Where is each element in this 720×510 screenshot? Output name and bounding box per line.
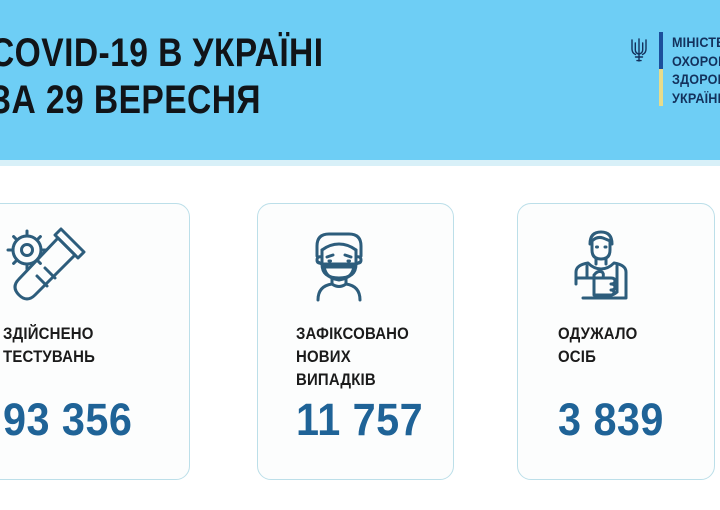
logo-text: МІНІСТЕ ОХОРОН ЗДОРОВ УКРАЇНИ (672, 32, 720, 107)
stat-card-label-line-1: ОДУЖАЛО (558, 324, 638, 343)
person-thumbs-up-icon (558, 226, 644, 306)
header-bottom-strip (0, 160, 720, 166)
person-face-mask-icon (296, 226, 382, 306)
stat-card-list: ЗДІЙСНЕНО ТЕСТУВАНЬ 93 356 (0, 203, 720, 480)
stat-card-label-line-2: ОСІБ (558, 347, 597, 366)
stat-card-recovered: ОДУЖАЛО ОСІБ 3 839 (517, 203, 715, 480)
logo-text-line-4: УКРАЇНИ (672, 89, 720, 106)
logo-text-line-1: МІНІСТЕ (672, 34, 720, 50)
stat-card-label-line-2: НОВИХ (296, 347, 351, 366)
stat-card-tests: ЗДІЙСНЕНО ТЕСТУВАНЬ 93 356 (0, 203, 190, 480)
stat-card-label-line-1: ЗДІЙСНЕНО (3, 324, 94, 343)
title-line-1: COVID-19 В УКРАЇНІ (0, 31, 324, 75)
stat-card-new-cases: ЗАФІКСОВАНО НОВИХ ВИПАДКІВ 11 757 (257, 203, 454, 480)
stat-card-value: 11 757 (296, 394, 424, 445)
logo-divider (659, 32, 663, 106)
stat-card-value: 3 839 (558, 394, 664, 445)
logo-text-line-2: ОХОРОН (672, 52, 720, 69)
stat-card-label-line-2: ТЕСТУВАНЬ (3, 347, 96, 366)
title-line-2: ЗА 29 ВЕРЕСНЯ (0, 78, 262, 122)
ukraine-tryzub-icon (628, 36, 650, 64)
stat-card-value: 93 356 (3, 394, 133, 445)
stat-card-label-line-3: ВИПАДКІВ (296, 370, 376, 389)
ministry-of-health-logo: МІНІСТЕ ОХОРОН ЗДОРОВ УКРАЇНИ (628, 32, 720, 107)
test-tube-virus-icon (3, 226, 89, 306)
logo-text-line-3: ЗДОРОВ (672, 71, 720, 87)
page-title: COVID-19 В УКРАЇНІ ЗА 29 ВЕРЕСНЯ (0, 30, 510, 124)
stat-card-label-line-1: ЗАФІКСОВАНО (296, 324, 409, 343)
header-banner: COVID-19 В УКРАЇНІ ЗА 29 ВЕРЕСНЯ МІНІСТЕ… (0, 0, 720, 160)
